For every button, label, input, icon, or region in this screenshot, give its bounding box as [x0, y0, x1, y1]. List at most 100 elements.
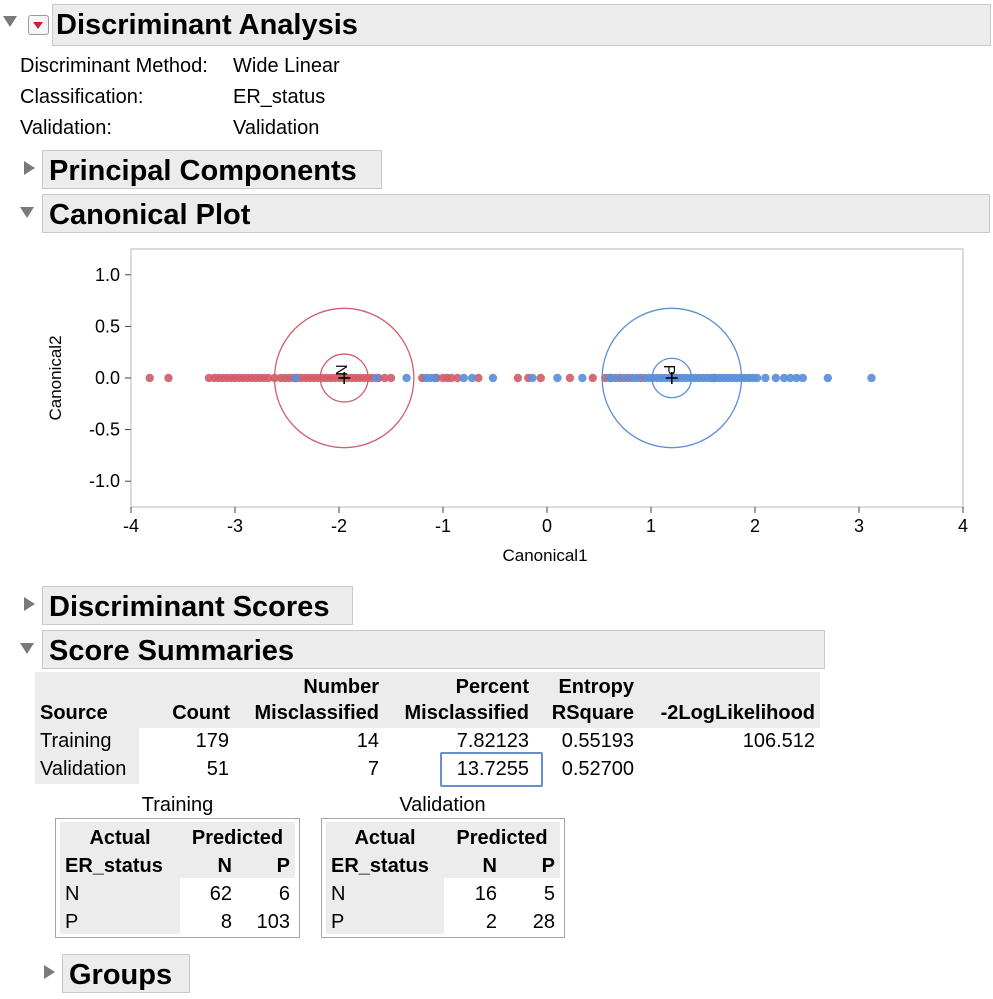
data-point-p [798, 373, 808, 383]
data-point-n [380, 373, 389, 383]
data-point-p [682, 373, 691, 383]
data-point-p [694, 373, 704, 383]
data-point-n [330, 373, 340, 383]
plot-frame [130, 248, 964, 508]
data-point-p [578, 373, 587, 383]
matrix-cell: 5 [543, 883, 555, 905]
x-tick-label: 1 [646, 516, 656, 536]
data-point-n [671, 373, 681, 383]
matrix-cell: 6 [278, 883, 290, 905]
info-value-classification: ER_status [233, 86, 326, 108]
x-tick-label: -2 [331, 516, 347, 536]
data-point-p [719, 373, 728, 383]
confidence-circle-inner-p [651, 357, 693, 399]
data-point-p [686, 373, 695, 383]
data-point-n [251, 373, 260, 383]
matrix-actual-header: Actual [354, 827, 416, 849]
data-point-p [372, 373, 381, 383]
disclosure-icon-canonical-plot[interactable] [20, 207, 34, 218]
data-point-n [309, 373, 319, 383]
data-point-n [214, 373, 223, 383]
data-point-p [779, 373, 789, 383]
data-point-n [588, 373, 597, 383]
row-loglik: 106.512 [742, 730, 815, 752]
data-point-n [218, 373, 227, 383]
data-point-p [657, 373, 666, 383]
data-point-n [442, 373, 452, 383]
red-triangle-menu-icon[interactable] [28, 15, 49, 35]
data-point-n [270, 373, 279, 383]
data-point-p [732, 373, 741, 383]
matrix-frame [321, 818, 565, 938]
data-point-p [707, 373, 716, 383]
row-source: Validation [40, 758, 127, 780]
data-point-n [607, 373, 616, 383]
data-point-p [711, 373, 720, 383]
section-header-groups[interactable]: Groups [62, 954, 190, 993]
x-tick-label: 4 [958, 516, 968, 536]
data-point-p [665, 373, 674, 383]
disclosure-icon-score-summaries[interactable] [20, 643, 34, 654]
data-point-n [230, 373, 240, 383]
row-label-bg [35, 728, 139, 784]
section-header-discriminant-scores[interactable]: Discriminant Scores [42, 586, 353, 625]
col-header-source: Source [40, 702, 108, 724]
data-point-p [632, 373, 641, 383]
matrix-col-header: N [217, 855, 232, 877]
section-header-principal-components[interactable]: Principal Components [42, 150, 382, 189]
y-axis-label: Canonical2 [46, 335, 65, 420]
matrix-cell: 28 [532, 911, 555, 933]
matrix-col-header: N [482, 855, 497, 877]
matrix-row-label: P [65, 911, 79, 933]
section-header-score-summaries[interactable]: Score Summaries [42, 630, 825, 669]
info-label-validation: Validation: [20, 117, 112, 139]
data-point-n [222, 373, 231, 383]
matrix-cell: 16 [474, 883, 497, 905]
data-point-p [698, 373, 708, 383]
x-tick-label: -4 [123, 516, 139, 536]
matrix-col-header: P [276, 855, 290, 877]
disclosure-icon-discriminant-analysis[interactable] [3, 16, 17, 27]
data-point-n [601, 373, 610, 383]
centroid-label-p: P [660, 365, 677, 376]
col-header-number-top: Number [303, 676, 379, 698]
table-header-bg [35, 672, 820, 728]
section-header-canonical-plot[interactable]: Canonical Plot [42, 194, 990, 233]
disclosure-icon-discriminant-scores[interactable] [24, 597, 35, 611]
data-point-n [363, 373, 373, 383]
data-point-p [291, 373, 300, 383]
data-point-n [293, 373, 302, 383]
data-point-p [748, 373, 758, 383]
y-tick-label: 0.0 [95, 368, 120, 388]
x-tick-label: -3 [227, 516, 243, 536]
matrix-title: Training [141, 794, 214, 816]
data-point-p [736, 373, 745, 383]
matrix-row-label: P [331, 911, 345, 933]
data-point-p [459, 373, 468, 383]
data-point-p [430, 373, 439, 383]
col-header-entropy-top: Entropy [558, 676, 634, 698]
data-point-p [426, 373, 435, 383]
data-point-p [786, 373, 795, 383]
info-value-method: Wide Linear [233, 55, 340, 77]
data-point-p [727, 373, 737, 383]
data-point-p [467, 373, 477, 383]
data-point-p [619, 373, 629, 383]
info-value-validation: Validation [233, 117, 320, 139]
disclosure-icon-principal-components[interactable] [24, 161, 35, 175]
data-point-p [702, 373, 712, 383]
data-point-p [488, 373, 498, 383]
data-point-p [761, 373, 770, 383]
data-point-n [255, 373, 265, 383]
matrix-rowlabel-bg [60, 878, 180, 934]
data-point-p [528, 373, 537, 383]
data-point-n [386, 373, 396, 383]
data-point-p [422, 373, 431, 383]
report-title: Discriminant Analysis [52, 4, 991, 46]
data-point-p [752, 373, 762, 383]
data-point-n [314, 373, 323, 383]
matrix-cell: 62 [209, 883, 232, 905]
data-point-n [264, 373, 273, 383]
data-point-n [355, 373, 364, 383]
disclosure-icon-groups[interactable] [44, 965, 55, 979]
